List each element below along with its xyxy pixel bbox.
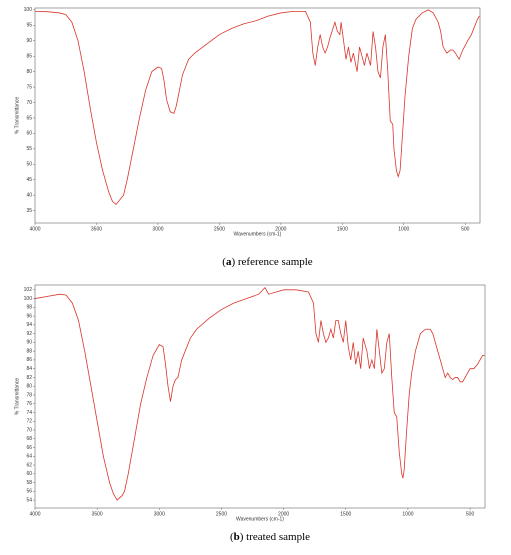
caption-part: ) reference sample <box>231 256 312 268</box>
y-tick-label: 70 <box>26 100 32 106</box>
y-tick-label: 70 <box>26 427 32 433</box>
y-tick-label: 90 <box>26 38 32 44</box>
y-tick-label: 60 <box>26 471 32 477</box>
x-tick-label: 2000 <box>275 226 286 232</box>
y-tick-label: 56 <box>26 489 32 495</box>
x-tick-label: 1000 <box>402 511 413 517</box>
y-tick-label: 88 <box>26 348 32 354</box>
y-axis-label: % Transmittance <box>14 378 20 415</box>
y-tick-label: 64 <box>26 454 32 460</box>
spectrum-line <box>34 286 485 501</box>
y-tick-label: 45 <box>26 177 32 183</box>
y-tick-label: 102 <box>24 287 33 293</box>
y-tick-label: 80 <box>26 384 32 390</box>
caption-part: a <box>226 256 232 268</box>
y-tick-label: 86 <box>26 357 32 363</box>
x-tick-label: 1500 <box>340 511 351 517</box>
y-tick-label: 100 <box>24 7 33 13</box>
x-tick-label: 1500 <box>337 226 348 232</box>
x-tick-label: 2500 <box>216 511 227 517</box>
caption-part: ) treated sample <box>240 531 310 543</box>
x-tick-label: 1000 <box>398 226 409 232</box>
y-tick-label: 62 <box>26 462 32 468</box>
plot-frame <box>34 284 486 509</box>
y-tick-label: 68 <box>26 436 32 442</box>
caption: (a) reference sample <box>222 256 313 268</box>
y-tick-label: 74 <box>26 410 32 416</box>
y-tick-label: 96 <box>26 313 32 319</box>
x-tick-label: 3500 <box>92 511 103 517</box>
y-tick-label: 75 <box>26 84 32 90</box>
caption-part: ( <box>222 256 226 268</box>
y-tick-label: 94 <box>26 322 32 328</box>
y-tick-label: 80 <box>26 69 32 75</box>
y-tick-label: 65 <box>26 115 32 121</box>
y-axis-label: % Transmittance <box>14 97 20 134</box>
y-tick-label: 72 <box>26 419 32 425</box>
x-axis-label: Wavenumbers (cm-1) <box>234 231 282 237</box>
y-tick-label: 66 <box>26 445 32 451</box>
y-tick-label: 84 <box>26 366 32 372</box>
plot-frame <box>34 7 481 224</box>
y-tick-label: 92 <box>26 331 32 337</box>
x-tick-label: 3000 <box>154 511 165 517</box>
caption: (b) treated sample <box>230 531 310 543</box>
caption-part: b <box>234 531 240 543</box>
x-tick-label: 2500 <box>214 226 225 232</box>
y-tick-label: 76 <box>26 401 32 407</box>
y-tick-label: 85 <box>26 54 32 60</box>
y-tick-label: 82 <box>26 375 32 381</box>
y-tick-label: 54 <box>26 497 32 503</box>
x-tick-label: 3000 <box>152 226 163 232</box>
x-tick-label: 500 <box>466 511 475 517</box>
spectrum-line <box>34 9 480 206</box>
y-tick-label: 100 <box>24 296 33 302</box>
y-tick-label: 78 <box>26 392 32 398</box>
x-axis-label: Wavenumbers (cm-1) <box>236 516 284 522</box>
y-tick-label: 50 <box>26 162 32 168</box>
caption-part: ( <box>230 531 234 543</box>
y-tick-label: 35 <box>26 208 32 214</box>
x-tick-label: 4000 <box>29 511 40 517</box>
x-tick-label: 2000 <box>278 511 289 517</box>
y-tick-label: 58 <box>26 480 32 486</box>
x-tick-label: 500 <box>461 226 470 232</box>
y-tick-label: 95 <box>26 23 32 29</box>
y-tick-label: 90 <box>26 340 32 346</box>
y-tick-label: 55 <box>26 146 32 152</box>
y-tick-label: 98 <box>26 305 32 311</box>
x-tick-label: 3500 <box>91 226 102 232</box>
y-tick-label: 60 <box>26 131 32 137</box>
x-tick-label: 4000 <box>29 226 40 232</box>
y-tick-label: 40 <box>26 193 32 199</box>
